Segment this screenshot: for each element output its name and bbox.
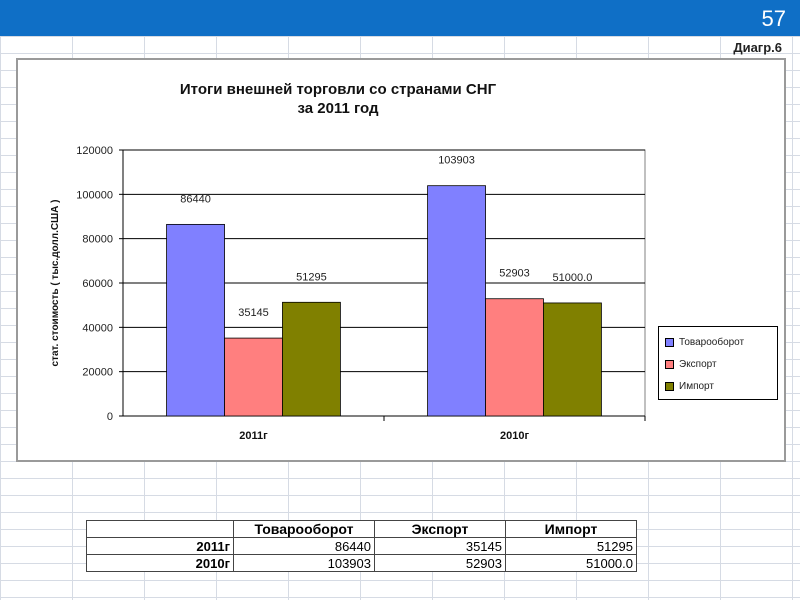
table-row-label: 2010г: [86, 554, 234, 572]
table-header-cell: Товарооборот: [233, 520, 375, 538]
legend-label: Товарооборот: [679, 336, 745, 348]
table-cell: 103903: [233, 554, 375, 572]
table-row: 2011г 86440 35145 51295: [86, 537, 637, 555]
legend-item-turnover: Товарооборот: [665, 331, 771, 353]
legend-item-export: Экспорт: [665, 353, 771, 375]
bar: [166, 223, 225, 417]
table-header-cell: Экспорт: [374, 520, 506, 538]
table-cell: 35145: [374, 537, 506, 555]
data-label: 51000.0: [553, 272, 593, 284]
table-row: 2010г 103903 52903 51000.0: [86, 554, 637, 572]
table-cell: 51000.0: [505, 554, 637, 572]
legend-label: Импорт: [679, 380, 714, 392]
y-tick-label: 40000: [82, 322, 113, 334]
table-header-cell: Импорт: [505, 520, 637, 538]
chart-legend: Товарооборот Экспорт Импорт: [658, 326, 778, 400]
y-axis-label: стат. стоимость ( тыс.долл.США ): [50, 200, 61, 367]
legend-label: Экспорт: [679, 358, 717, 370]
table-cell: 52903: [374, 554, 506, 572]
legend-swatch: [665, 359, 674, 369]
legend-swatch: [665, 337, 674, 347]
page-number: 57: [761, 6, 786, 31]
bar: [427, 185, 486, 417]
chart-frame: Итоги внешней торговли со странами СНГ за…: [16, 58, 786, 462]
data-label: 103903: [438, 155, 475, 167]
y-tick-label: 0: [107, 411, 113, 423]
bar: [282, 301, 341, 417]
legend-swatch: [665, 381, 674, 391]
data-label: 35145: [238, 307, 269, 319]
bar-chart: Итоги внешней торговли со странами СНГ за…: [50, 81, 646, 442]
data-label: 51295: [296, 271, 327, 283]
y-tick-label: 100000: [76, 189, 113, 201]
data-label: 86440: [180, 193, 211, 205]
x-tick-label: 2011г: [239, 430, 268, 442]
bar: [224, 337, 283, 417]
table-header-row: Товарооборот Экспорт Импорт: [86, 520, 637, 538]
table-row-label: 2011г: [86, 537, 234, 555]
table-header-cell: [86, 520, 234, 538]
diagram-label: Диагр.6: [733, 40, 782, 55]
bar: [543, 302, 602, 417]
table-cell: 51295: [505, 537, 637, 555]
chart-subtitle: за 2011 год: [297, 100, 378, 117]
y-tick-label: 20000: [82, 367, 113, 379]
table-cell: 86440: [233, 537, 375, 555]
y-tick-label: 120000: [76, 145, 113, 157]
chart-title: Итоги внешней торговли со странами СНГ: [180, 81, 497, 98]
data-table: Товарооборот Экспорт Импорт 2011г 86440 …: [86, 520, 637, 572]
bar: [485, 298, 544, 417]
slide-header-bar: 57: [0, 0, 800, 36]
y-tick-label: 80000: [82, 234, 113, 246]
legend-item-import: Импорт: [665, 375, 771, 397]
data-label: 52903: [499, 268, 530, 280]
x-tick-label: 2010г: [500, 430, 529, 442]
y-tick-label: 60000: [82, 278, 113, 290]
